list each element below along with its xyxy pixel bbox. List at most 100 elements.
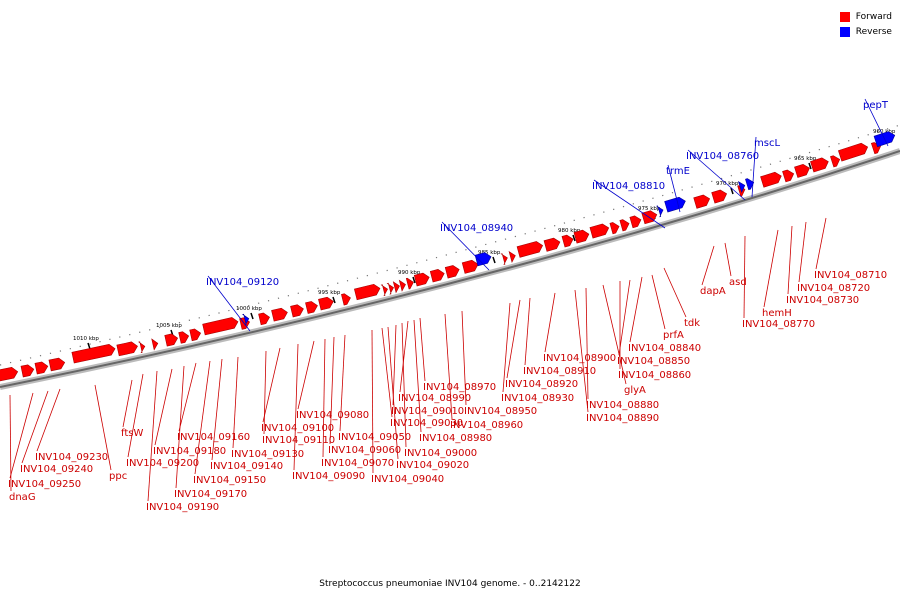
forward-gene-label-leader: [387, 326, 399, 460]
forward-gene-arrow: [386, 282, 394, 295]
forward-gene-label-leader: [293, 343, 299, 471]
forward-gene-label-leader: [524, 297, 531, 366]
forward-gene-arrow: [609, 222, 620, 235]
forward-gene-arrow: [629, 215, 642, 229]
forward-gene-label-leader: [371, 329, 374, 474]
reverse-gene-label-leader: [667, 164, 681, 213]
forward-gene-label: INV104_09130: [231, 449, 304, 460]
forward-gene-arrow: [516, 241, 544, 258]
forward-gene-label-leader: [94, 384, 112, 471]
forward-gene-label: dapA: [700, 286, 726, 297]
forward-gene-label: asd: [729, 277, 747, 288]
forward-gene-label: INV104_08900: [543, 353, 616, 364]
scale-tick-label: 965 kbp: [794, 156, 817, 162]
forward-gene-label: INV104_08980: [419, 433, 492, 444]
forward-gene-label: INV104_09140: [210, 461, 283, 472]
reverse-gene-arrow: [737, 180, 746, 193]
forward-gene-arrow: [830, 155, 841, 168]
forward-gene-label: ppc: [109, 471, 127, 482]
forward-gene-arrow: [794, 164, 810, 178]
genome-caption: Streptococcus pneumoniae INV104 genome. …: [319, 579, 581, 589]
scale-tick-label: 995 kbp: [318, 290, 341, 296]
forward-gene-arrow: [305, 301, 318, 314]
forward-gene-arrow: [48, 357, 66, 372]
reverse-gene-label: INV104_08760: [686, 151, 759, 162]
forward-gene-arrow: [619, 219, 630, 232]
forward-gene-label-leader: [419, 317, 426, 382]
forward-gene-label-leader: [798, 221, 807, 283]
forward-gene-arrow: [189, 328, 202, 342]
reverse-gene-label: INV104_09120: [206, 277, 279, 288]
scale-tick: [412, 276, 416, 284]
forward-gene-label-leader: [392, 324, 397, 406]
forward-gene-arrow: [444, 265, 460, 279]
forward-gene-label-leader: [127, 373, 144, 458]
forward-gene-label-leader: [339, 334, 346, 432]
forward-gene-label: INV104_09200: [126, 458, 199, 469]
forward-gene-label: INV104_09060: [328, 445, 401, 456]
forward-gene-label: dnaG: [9, 492, 36, 503]
forward-gene-label-leader: [663, 267, 687, 318]
forward-gene-label-leader: [502, 302, 511, 393]
forward-gene-label: INV104_09080: [296, 410, 369, 421]
forward-gene-label-leader: [574, 289, 589, 413]
forward-gene-label-leader: [178, 362, 197, 432]
forward-gene-arrow: [341, 293, 351, 306]
reverse-gene-label-leader: [751, 136, 757, 198]
reverse-gene-arrow: [474, 252, 492, 267]
forward-gene-label: INV104_09010: [391, 406, 464, 417]
forward-gene-label: INV104_08880: [586, 400, 659, 411]
forward-gene-label-leader: [21, 390, 49, 464]
forward-gene-arrow: [500, 253, 508, 265]
legend: Forward Reverse: [839, 9, 892, 39]
forward-gene-label-leader: [401, 322, 407, 448]
forward-gene-label-leader: [743, 235, 746, 319]
forward-gene-arrow: [20, 364, 35, 378]
legend-item-reverse: Reverse: [839, 24, 892, 39]
forward-gene-label: INV104_08720: [797, 283, 870, 294]
scale-tick: [250, 312, 254, 320]
forward-gene-label-leader: [297, 340, 315, 410]
forward-gene-arrow: [693, 194, 711, 209]
legend-item-forward: Forward: [839, 9, 892, 24]
forward-gene-arrow: [760, 171, 782, 188]
reverse-gene-label: mscL: [754, 138, 780, 149]
scale-tick-label: 1010 kbp: [73, 336, 99, 342]
forward-gene-label: INV104_09040: [371, 474, 444, 485]
forward-gene-arrow: [573, 229, 590, 244]
forward-gene-label: INV104_08910: [523, 366, 596, 377]
forward-gene-arrow: [116, 341, 138, 357]
forward-gene-label-leader: [9, 392, 34, 479]
forward-gene-arrow: [0, 366, 19, 382]
forward-gene-label-leader: [413, 319, 422, 433]
forward-gene-arrow: [271, 307, 288, 322]
scale-tick: [572, 234, 576, 242]
forward-gene-label: INV104_09170: [174, 489, 247, 500]
forward-gene-arrow: [151, 338, 159, 351]
forward-gene-label-leader: [329, 336, 335, 445]
reverse-gene-arrow: [745, 178, 755, 191]
forward-gene-label-leader: [322, 338, 326, 458]
forward-gene-label-leader: [629, 276, 643, 343]
forward-gene-label: INV104_09110: [262, 435, 335, 446]
forward-gene-arrow: [405, 277, 414, 290]
forward-gene-label-leader: [585, 287, 589, 400]
forward-gene-label: INV104_08950: [464, 406, 537, 417]
forward-gene-label-leader: [651, 274, 666, 330]
scale-tick: [730, 187, 734, 195]
scale-tick: [492, 256, 496, 264]
forward-gene-label-leader: [763, 229, 779, 308]
reverse-gene-label-leader: [864, 98, 889, 147]
forward-gene-label-leader: [154, 368, 173, 446]
reverse-gene-label: trmE: [666, 166, 690, 177]
scale-tick-label: 975 kbp: [638, 206, 661, 212]
forward-gene-label: INV104_09190: [146, 502, 219, 513]
forward-gene-arrow: [34, 361, 49, 375]
forward-gene-label-leader: [263, 350, 267, 435]
forward-gene-arrow: [810, 157, 829, 173]
forward-gene-label: INV104_09150: [193, 475, 266, 486]
forward-gene-label-leader: [194, 360, 211, 475]
forward-gene-arrow: [461, 259, 479, 274]
forward-gene-arrow: [711, 189, 728, 204]
reverse-gene-label: pepT: [863, 100, 889, 111]
